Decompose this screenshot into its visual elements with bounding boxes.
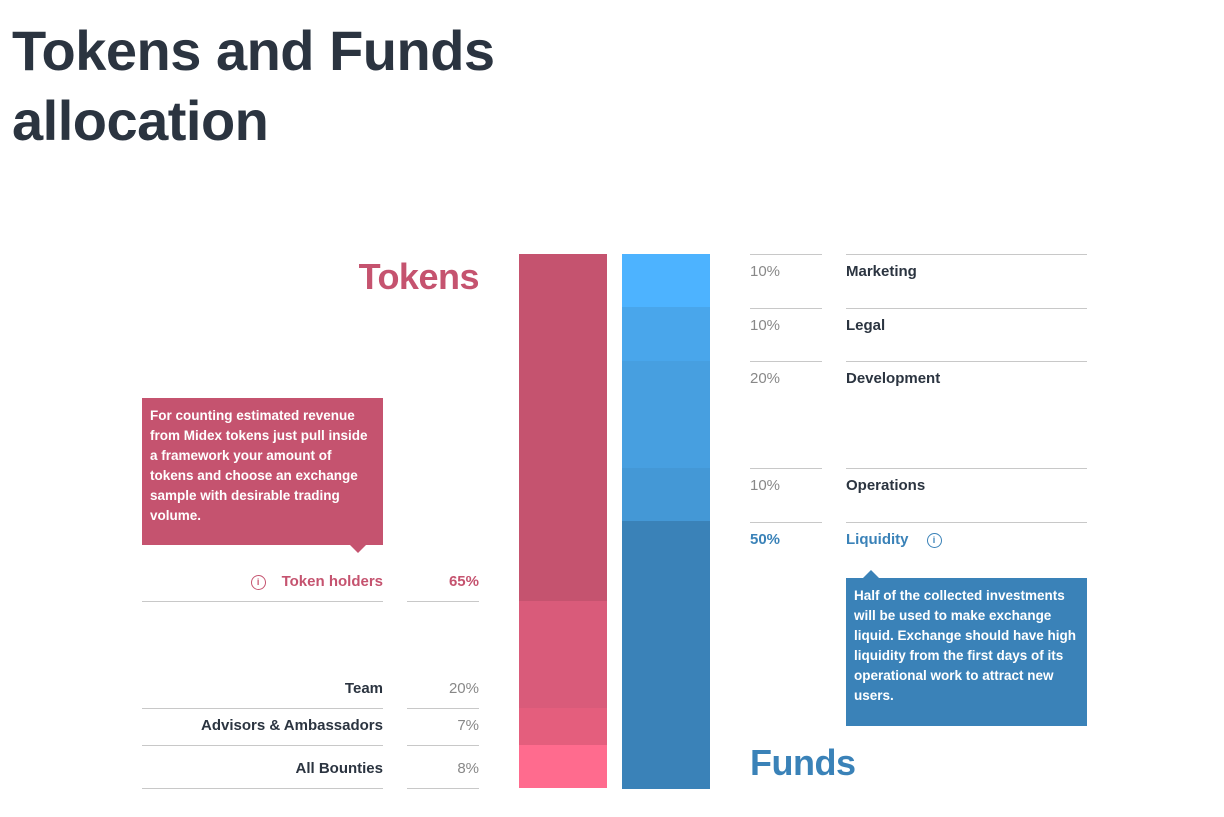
funds-tooltip: Half of the collected investments will b…: [846, 578, 1087, 726]
fund-pct: 20%: [750, 370, 781, 387]
token-pct: 65%: [448, 573, 479, 590]
info-icon[interactable]: i: [250, 574, 266, 590]
token-row-label: Advisors & Ambassadors: [200, 717, 383, 734]
tokens-tooltip: For counting estimated revenue from Mide…: [142, 398, 383, 545]
bar-segment-development: [622, 360, 710, 469]
fund-pct: 10%: [750, 477, 781, 494]
token-pct: 8%: [457, 760, 479, 777]
page-title: Tokens and Funds allocation: [12, 19, 495, 152]
fund-row-label: Operations: [846, 477, 926, 494]
fund-pct: 10%: [750, 317, 781, 334]
funds-heading: Funds: [750, 742, 856, 783]
token-pct: 7%: [457, 717, 479, 734]
row-label: Token holders: [281, 573, 383, 590]
token-row-label: All Bounties: [295, 760, 383, 777]
fund-row-label: Development: [846, 370, 941, 387]
bar-segment-team: [519, 601, 607, 709]
bar-segment-marketing: [622, 254, 710, 308]
fund-pct: 50%: [750, 531, 781, 548]
bar-segment-operations: [622, 467, 710, 522]
bar-segment-advisors-ambassadors: [519, 707, 607, 746]
row-label: Liquidity: [846, 531, 909, 548]
tokens-stacked-bar: [519, 254, 607, 789]
fund-row-liquidity[interactable]: Liquidity i: [846, 531, 942, 548]
fund-pct: 10%: [750, 263, 781, 280]
token-row-token-holders[interactable]: i Token holders: [250, 573, 383, 590]
bar-segment-liquidity: [622, 521, 710, 789]
tooltip-arrow: [863, 570, 879, 578]
token-pct: 20%: [448, 680, 479, 697]
tokens-heading: Tokens: [358, 256, 480, 297]
info-icon[interactable]: i: [926, 532, 942, 548]
fund-row-label: Marketing: [846, 263, 917, 280]
bar-segment-token-holders: [519, 254, 607, 602]
fund-row-label: Legal: [846, 317, 886, 334]
token-row-label: Team: [344, 680, 383, 697]
tooltip-arrow: [350, 545, 366, 553]
funds-stacked-bar: [622, 254, 710, 789]
bar-segment-legal: [622, 307, 710, 362]
bar-segment-all-bounties: [519, 745, 607, 789]
